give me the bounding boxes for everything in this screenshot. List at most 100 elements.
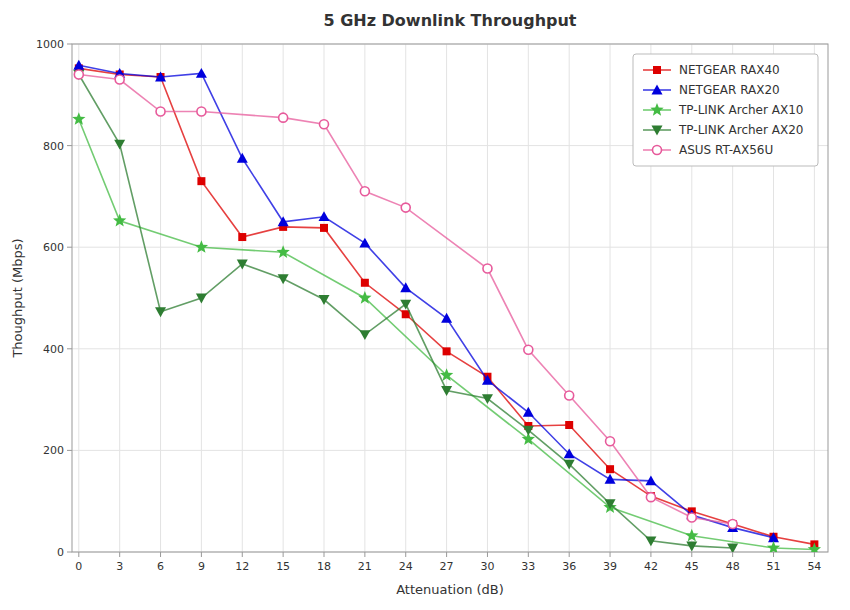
y-grid-line xyxy=(72,247,828,248)
x-axis-label: Attenuation (dB) xyxy=(396,582,504,597)
x-tick-label: 39 xyxy=(603,560,617,573)
legend-label: NETGEAR RAX40 xyxy=(679,63,780,77)
x-grid-line xyxy=(446,44,447,552)
legend-marker xyxy=(650,103,663,116)
x-tick xyxy=(650,552,651,557)
point xyxy=(606,437,615,446)
x-tick xyxy=(160,552,161,557)
point xyxy=(73,60,84,70)
x-tick xyxy=(78,552,79,557)
point xyxy=(155,307,166,317)
legend-label: TP-LINK Archer AX10 xyxy=(678,103,803,117)
x-grid-line xyxy=(119,44,120,552)
point xyxy=(605,499,616,509)
point xyxy=(483,264,492,273)
point xyxy=(767,541,780,552)
x-tick xyxy=(773,552,774,557)
point xyxy=(72,112,85,125)
x-tick-label: 18 xyxy=(317,560,331,573)
legend-marker xyxy=(653,146,662,155)
point xyxy=(196,68,207,78)
point xyxy=(523,426,534,436)
point xyxy=(728,520,737,529)
point xyxy=(115,75,124,84)
x-tick-label: 9 xyxy=(198,560,205,573)
data xyxy=(72,60,821,552)
x-tick-label: 27 xyxy=(440,560,454,573)
x-tick xyxy=(364,552,365,557)
legend-marker xyxy=(652,85,663,95)
legend-box xyxy=(633,54,818,166)
legend-label: TP-LINK Archer AX20 xyxy=(678,123,803,137)
point xyxy=(359,330,370,340)
tick-labels: 0369121518212427303336394245485154020040… xyxy=(36,38,821,573)
point xyxy=(564,460,575,470)
x-tick xyxy=(446,552,447,557)
series xyxy=(72,112,821,552)
point xyxy=(645,536,656,546)
point xyxy=(646,493,655,502)
point xyxy=(443,347,451,355)
y-tick-label: 1000 xyxy=(36,38,64,51)
x-grid-line xyxy=(528,44,529,552)
point xyxy=(197,177,205,185)
x-tick xyxy=(405,552,406,557)
point xyxy=(73,70,84,80)
legend-label: ASUS RT-AX56U xyxy=(679,143,773,157)
x-tick xyxy=(324,552,325,557)
point xyxy=(686,542,697,552)
x-grid-line xyxy=(487,44,488,552)
x-tick-label: 3 xyxy=(116,560,123,573)
chart: 0369121518212427303336394245485154020040… xyxy=(0,0,850,610)
point xyxy=(359,238,370,248)
point xyxy=(768,532,779,542)
x-tick-label: 45 xyxy=(685,560,699,573)
y-tick xyxy=(67,145,72,146)
point xyxy=(565,391,574,400)
point xyxy=(320,120,329,129)
point xyxy=(603,500,616,513)
y-tick-label: 600 xyxy=(43,241,64,254)
x-tick xyxy=(242,552,243,557)
point xyxy=(74,70,83,79)
series xyxy=(75,64,819,548)
point xyxy=(565,421,573,429)
point xyxy=(360,187,369,196)
point xyxy=(114,140,125,150)
point xyxy=(808,542,821,552)
point xyxy=(195,240,208,253)
series-line xyxy=(79,119,815,549)
point xyxy=(361,279,369,287)
point xyxy=(729,520,737,528)
y-tick-label: 400 xyxy=(43,343,64,356)
y-tick-label: 800 xyxy=(43,140,64,153)
x-tick-label: 12 xyxy=(235,560,249,573)
x-tick-label: 24 xyxy=(399,560,413,573)
x-tick-label: 30 xyxy=(480,560,494,573)
plot-area xyxy=(72,44,828,552)
point xyxy=(401,203,410,212)
point xyxy=(482,394,493,404)
legend-marker xyxy=(653,66,661,74)
y-axis-label: Thoughput (Mbps) xyxy=(10,238,25,358)
legend: NETGEAR RAX40NETGEAR RAX20TP-LINK Archer… xyxy=(633,54,818,166)
point xyxy=(113,214,126,227)
y-tick-label: 0 xyxy=(57,546,64,559)
point xyxy=(319,211,330,221)
x-tick-label: 15 xyxy=(276,560,290,573)
x-tick-label: 48 xyxy=(726,560,740,573)
y-tick xyxy=(67,247,72,248)
point xyxy=(524,345,533,354)
x-grid-line xyxy=(160,44,161,552)
x-tick-label: 36 xyxy=(562,560,576,573)
point xyxy=(320,224,328,232)
point xyxy=(400,282,411,292)
point xyxy=(606,465,614,473)
x-tick xyxy=(691,552,692,557)
x-tick xyxy=(487,552,488,557)
y-tick xyxy=(67,44,72,45)
x-tick xyxy=(283,552,284,557)
point xyxy=(156,107,165,116)
x-grid-line xyxy=(405,44,406,552)
point xyxy=(237,153,248,163)
